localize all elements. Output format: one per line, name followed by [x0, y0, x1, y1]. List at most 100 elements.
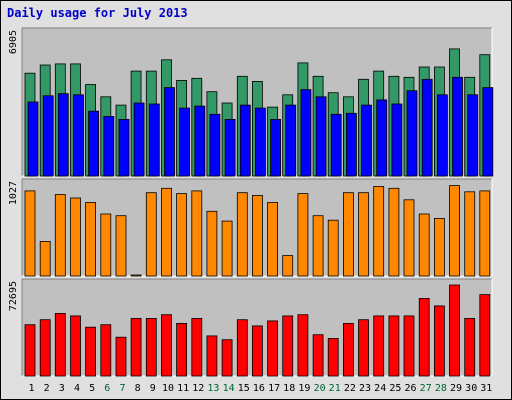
bar-files-day-10 [164, 87, 175, 177]
bar-visits-day-24 [373, 186, 385, 277]
day-label-5: 5 [89, 383, 95, 394]
bar-files-day-29 [452, 76, 463, 177]
bar-visits-day-4 [70, 197, 81, 277]
bar-visits-day-26 [403, 199, 415, 277]
bar-kbytes-day-6 [100, 324, 112, 377]
bar-files-day-18 [285, 104, 297, 177]
bar-kbytes-day-9 [145, 317, 157, 377]
bar-visits-day-19 [297, 193, 309, 277]
day-label-11: 11 [177, 383, 189, 394]
day-label-27: 27 [420, 383, 432, 394]
bar-kbytes-day-13 [206, 335, 218, 377]
bar-visits-day-14 [221, 220, 233, 277]
bar-files-day-9 [148, 103, 160, 177]
bar-files-day-1 [27, 101, 39, 177]
bar-visits-day-18 [282, 255, 294, 277]
day-label-6: 6 [104, 383, 110, 394]
bar-kbytes-day-3 [54, 312, 66, 377]
bar-visits-day-9 [145, 192, 157, 277]
bar-kbytes-day-1 [24, 324, 36, 377]
bar-files-day-3 [57, 93, 69, 177]
bar-visits-day-27 [418, 213, 430, 277]
bar-visits-day-13 [206, 210, 218, 277]
bar-visits-day-21 [327, 219, 339, 277]
bar-kbytes-day-10 [161, 314, 172, 377]
bar-visits-day-3 [54, 194, 66, 277]
day-label-10: 10 [162, 383, 174, 394]
day-label-24: 24 [374, 383, 386, 394]
day-label-25: 25 [389, 383, 401, 394]
bar-files-day-6 [103, 116, 115, 177]
bar-visits-day-17 [267, 202, 279, 277]
bar-kbytes-day-29 [449, 284, 460, 377]
day-label-3: 3 [59, 383, 65, 394]
bar-files-day-21 [330, 113, 342, 177]
bar-files-day-27 [421, 78, 433, 177]
day-label-4: 4 [74, 383, 80, 394]
day-label-22: 22 [344, 383, 356, 394]
bar-visits-day-2 [39, 240, 51, 277]
day-label-20: 20 [314, 383, 326, 394]
bar-visits-day-23 [358, 192, 369, 277]
bar-files-day-20 [315, 96, 327, 177]
day-label-15: 15 [238, 383, 250, 394]
chart-title: Daily usage for July 2013 [7, 6, 188, 20]
bar-files-day-24 [376, 99, 388, 177]
day-label-17: 17 [268, 383, 280, 394]
bar-files-day-8 [133, 102, 145, 177]
bar-kbytes-day-28 [433, 305, 445, 377]
bar-kbytes-day-24 [373, 315, 385, 377]
day-label-28: 28 [435, 383, 447, 394]
day-label-29: 29 [450, 383, 462, 394]
bar-files-day-7 [118, 119, 130, 177]
day-label-14: 14 [223, 383, 235, 394]
bar-kbytes-day-17 [267, 320, 279, 377]
bar-visits-day-28 [433, 217, 445, 277]
bar-kbytes-day-12 [191, 317, 203, 377]
bar-visits-day-29 [449, 185, 460, 277]
bar-visits-day-10 [161, 187, 172, 277]
day-label-30: 30 [465, 383, 477, 394]
bar-kbytes-day-20 [312, 334, 324, 377]
bar-kbytes-day-23 [358, 319, 369, 377]
day-label-19: 19 [298, 383, 310, 394]
bar-kbytes-day-5 [85, 326, 96, 377]
bar-visits-day-30 [464, 191, 476, 277]
day-label-31: 31 [480, 383, 492, 394]
bar-kbytes-day-14 [221, 339, 233, 377]
bar-kbytes-day-26 [403, 315, 415, 377]
day-label-12: 12 [192, 383, 204, 394]
day-label-26: 26 [404, 383, 416, 394]
bar-visits-day-6 [100, 213, 112, 277]
bar-visits-day-11 [176, 193, 188, 277]
bar-files-day-28 [436, 94, 448, 177]
day-label-18: 18 [283, 383, 295, 394]
bar-visits-day-22 [342, 192, 354, 277]
bar-visits-day-20 [312, 215, 324, 277]
bar-kbytes-day-2 [39, 319, 51, 377]
bar-kbytes-day-21 [327, 337, 339, 377]
bar-kbytes-day-19 [297, 314, 309, 377]
bar-visits-day-15 [236, 192, 248, 277]
bar-files-day-12 [194, 105, 206, 177]
bar-kbytes-day-15 [236, 319, 248, 377]
bar-files-day-11 [179, 107, 191, 177]
bar-visits-day-5 [85, 202, 96, 277]
bar-files-day-17 [270, 119, 282, 177]
bar-files-day-14 [224, 119, 236, 177]
bar-visits-day-7 [115, 215, 127, 277]
bar-kbytes-day-18 [282, 315, 294, 377]
day-label-23: 23 [359, 383, 371, 394]
bar-files-day-31 [482, 87, 494, 177]
bar-kbytes-day-16 [251, 325, 263, 377]
bar-files-day-26 [406, 90, 418, 177]
bar-files-day-23 [361, 104, 372, 177]
bar-files-day-13 [209, 113, 221, 177]
bar-files-day-30 [467, 94, 479, 177]
day-label-21: 21 [329, 383, 341, 394]
bar-files-day-4 [73, 94, 84, 177]
day-label-16: 16 [253, 383, 265, 394]
day-label-13: 13 [207, 383, 219, 394]
bar-visits-day-31 [479, 190, 491, 277]
